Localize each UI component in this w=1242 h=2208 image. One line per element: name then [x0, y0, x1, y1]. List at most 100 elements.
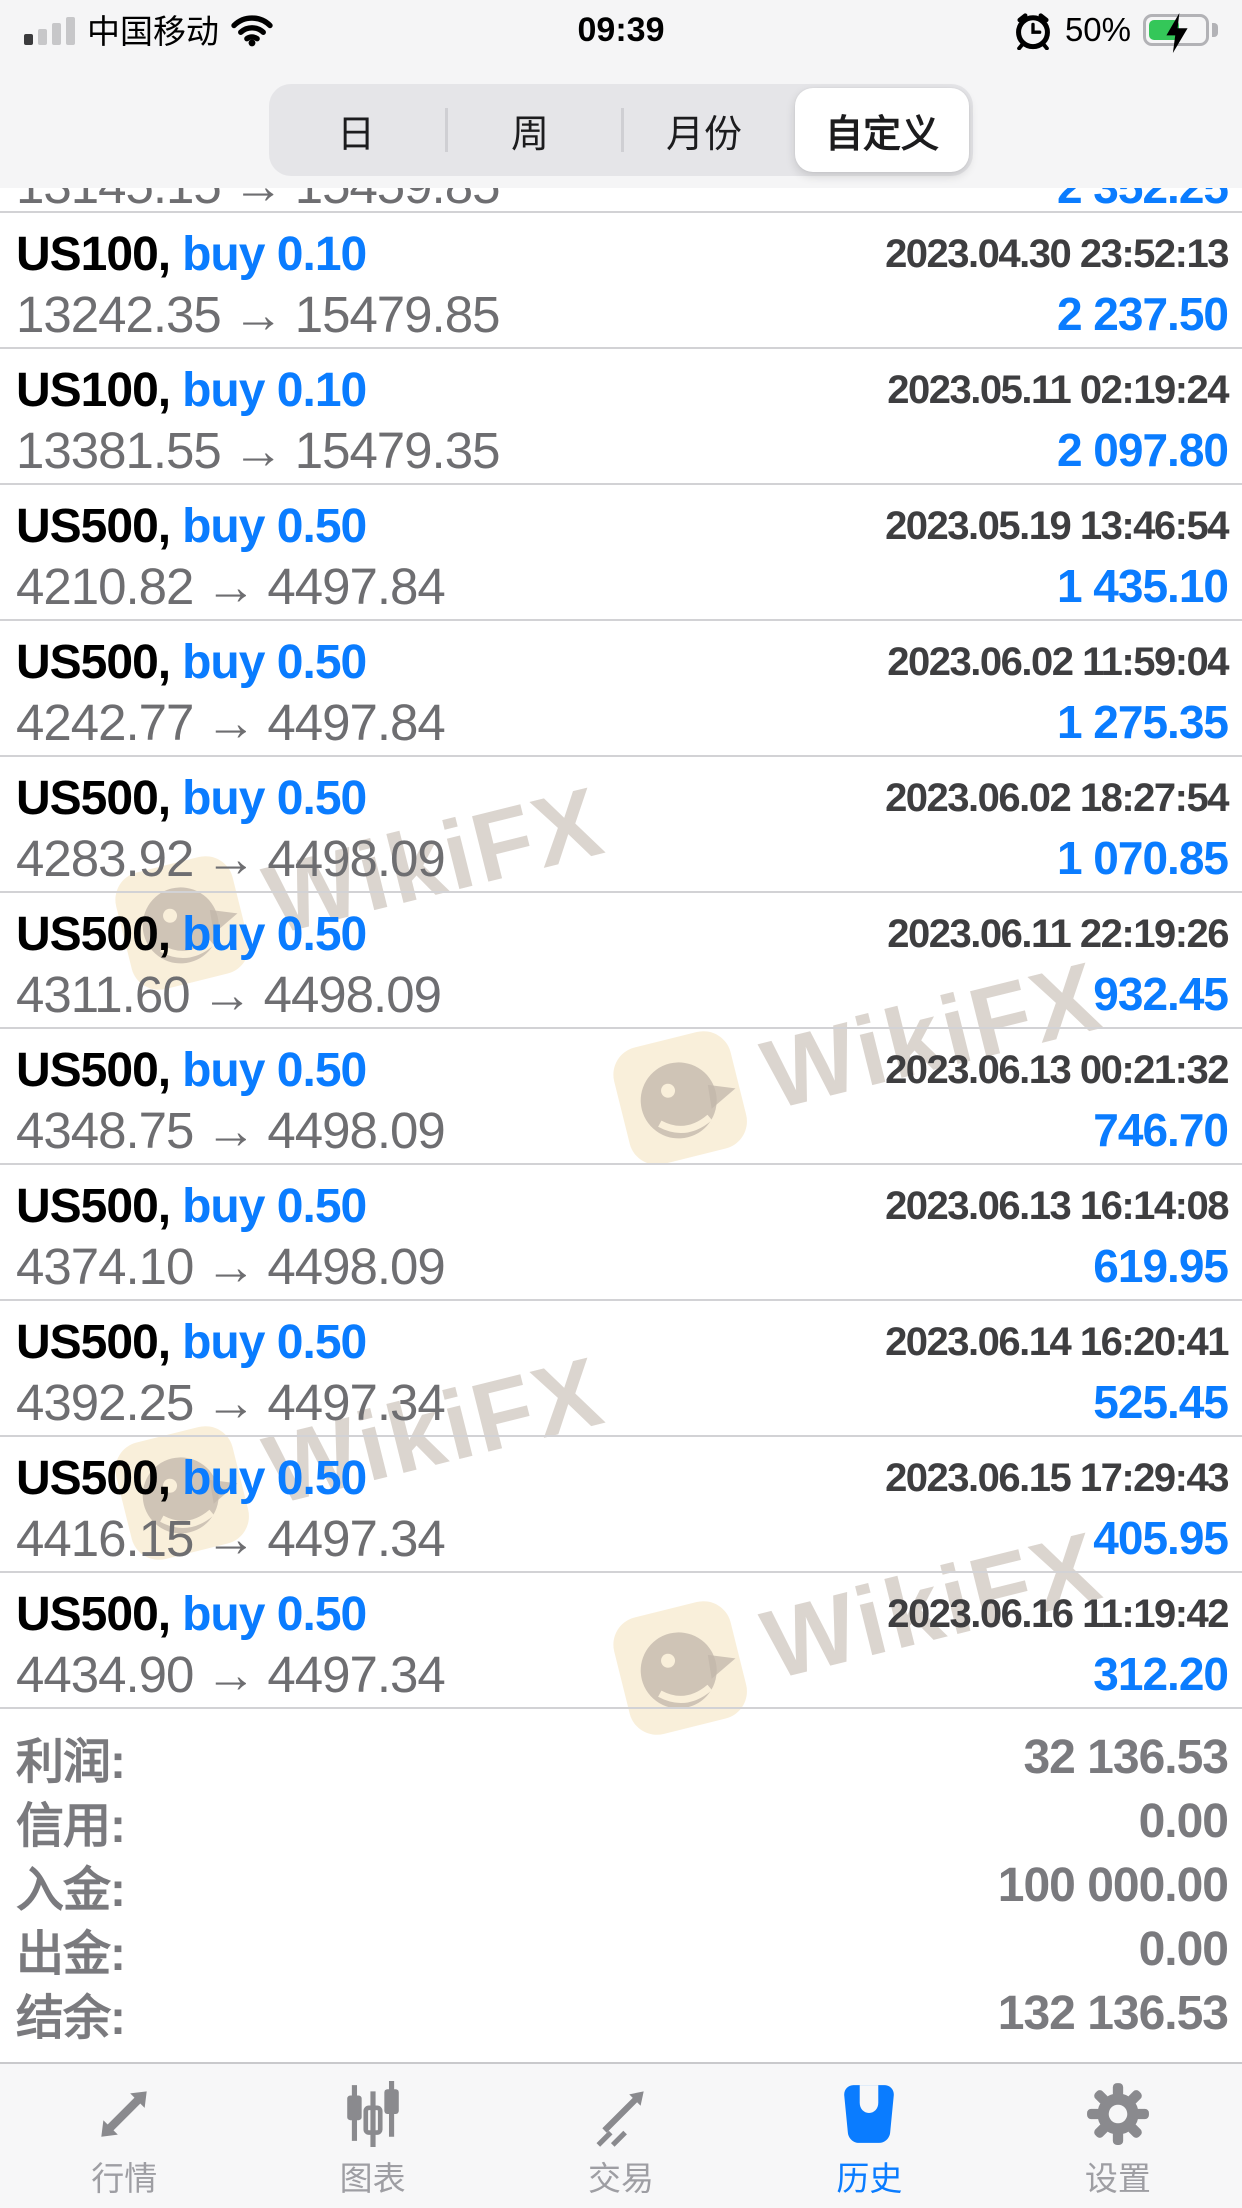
open-close-prices: 4210.82 → 4497.84 — [16, 557, 446, 616]
tab-history[interactable]: 历史 — [745, 2064, 993, 2208]
arrow-right-glyph: → — [205, 1645, 256, 1703]
order-side-label: buy 0.50 — [182, 1179, 367, 1233]
close-price: 4498.09 — [267, 1101, 445, 1159]
arrow-right-glyph: → — [205, 1509, 256, 1567]
symbol-label: US500, — [16, 499, 171, 553]
tab-charts[interactable]: 图表 — [248, 2064, 496, 2208]
close-price: 4498.09 — [263, 965, 442, 1023]
history-row[interactable]: US500, buy 0.50 2023.05.19 13:46:54 4210.82… — [0, 485, 1242, 621]
gear-icon — [1085, 2078, 1151, 2150]
period-option-day[interactable]: 日 — [269, 84, 443, 176]
arrow-right-glyph: → — [205, 829, 256, 887]
open-price: 4348.75 — [16, 1101, 194, 1159]
arrow-right-glyph: → — [205, 1237, 256, 1295]
symbol-label: US100, — [16, 363, 171, 417]
arrow-right-glyph: → — [205, 1373, 256, 1431]
arrow-right-glyph: → — [205, 1101, 256, 1159]
close-datetime-label: 2023.06.11 22:19:26 — [887, 911, 1229, 956]
close-price: 4497.34 — [267, 1509, 445, 1567]
tab-label: 设置 — [1084, 2160, 1151, 2197]
arrow-right-glyph: → — [232, 421, 284, 479]
symbol-label: US500, — [16, 1315, 171, 1369]
open-price: 13242.35 — [16, 285, 222, 343]
battery-nub — [1212, 23, 1218, 37]
profit-value: 312.20 — [1093, 1648, 1229, 1700]
history-row[interactable]: US500, buy 0.50 2023.06.16 11:19:42 4434.90… — [0, 1573, 1242, 1709]
close-datetime-label: 2023.06.13 00:21:32 — [885, 1047, 1229, 1092]
tab-trade[interactable]: 交易 — [497, 2064, 745, 2208]
history-row[interactable]: US100, buy 0.10 2023.05.11 02:19:24 13381.5… — [0, 349, 1242, 485]
history-row[interactable]: US500, buy 0.50 2023.06.13 00:21:32 4348.75… — [0, 1029, 1242, 1165]
period-option-month[interactable]: 月份 — [617, 84, 791, 176]
arrow-right-glyph: → — [232, 285, 284, 343]
summary-value: 0.00 — [1138, 1922, 1229, 1976]
profit-value: 405.95 — [1093, 1512, 1229, 1564]
summary-value: 32 136.53 — [1023, 1730, 1229, 1784]
profit-value: 2 237.50 — [1056, 288, 1229, 340]
order-side-label: buy 0.50 — [182, 1587, 367, 1641]
summary-value: 132 136.53 — [997, 1986, 1229, 2040]
close-datetime-label: 2023.06.16 11:19:42 — [887, 1591, 1229, 1636]
profit-value: 1 435.10 — [1056, 560, 1229, 612]
order-side-label: buy 0.10 — [182, 227, 367, 281]
order-side-label: buy 0.50 — [182, 1451, 367, 1505]
open-price: 13145.15 — [16, 188, 222, 211]
open-close-prices: 4311.60 → 4498.09 — [16, 965, 442, 1024]
arrow-right-glyph: → — [205, 693, 256, 751]
summary-value: 100 000.00 — [997, 1858, 1229, 1912]
symbol-label: US500, — [16, 1043, 171, 1097]
summary-row-profit: 利润: 32 136.53 — [16, 1725, 1229, 1790]
period-option-week[interactable]: 周 — [443, 84, 617, 176]
summary-row-withdrawal: 出金: 0.00 — [16, 1917, 1229, 1982]
summary-label: 信用: — [16, 1800, 126, 1853]
history-row[interactable]: US500, buy 0.50 2023.06.15 17:29:43 4416.15… — [0, 1437, 1242, 1573]
close-price: 4498.09 — [267, 829, 445, 887]
open-price: 4434.90 — [16, 1645, 194, 1703]
symbol-label: US500, — [16, 771, 171, 825]
tab-quotes[interactable]: 行情 — [0, 2064, 248, 2208]
segment-divider — [621, 108, 624, 152]
history-rows-container: US100, buy 0.10 2023.04.30 23:52:13 13242.3… — [0, 213, 1242, 1709]
history-row[interactable]: US500, buy 0.50 2023.06.14 16:20:41 4392.25… — [0, 1301, 1242, 1437]
open-price: 4416.15 — [16, 1509, 194, 1567]
order-side-label: buy 0.10 — [182, 363, 367, 417]
history-row[interactable]: US500, buy 0.50 2023.06.02 18:27:54 4283.92… — [0, 757, 1242, 893]
tab-settings[interactable]: 设置 — [994, 2064, 1242, 2208]
order-side-label: buy 0.50 — [182, 499, 367, 553]
close-datetime-label: 2023.06.14 16:20:41 — [885, 1319, 1229, 1364]
open-close-prices: 4348.75 → 4498.09 — [16, 1101, 446, 1160]
close-datetime-label: 2023.06.02 18:27:54 — [885, 775, 1229, 820]
history-row[interactable]: US500, buy 0.50 2023.06.02 11:59:04 4242.77… — [0, 621, 1242, 757]
open-close-prices: 4434.90 → 4497.34 — [16, 1645, 446, 1704]
symbol-label: US500, — [16, 1179, 171, 1233]
profit-value: 525.45 — [1093, 1376, 1229, 1428]
open-close-prices: 4392.25 → 4497.34 — [16, 1373, 446, 1432]
quotes-arrows-icon — [91, 2078, 157, 2150]
close-datetime-label: 2023.06.02 11:59:04 — [887, 639, 1229, 684]
account-summary: 利润: 32 136.53 信用: 0.00 入金: 100 000.00 出金… — [0, 1709, 1242, 2046]
battery-percent-label: 50% — [1064, 11, 1131, 48]
period-option-custom[interactable]: 自定义 — [795, 88, 969, 172]
close-price: 4497.34 — [267, 1373, 445, 1431]
history-row[interactable]: US500, buy 0.50 2023.06.13 16:14:08 4374.10… — [0, 1165, 1242, 1301]
history-row[interactable]: US100, buy 0.10 2023.04.30 23:52:13 13242.3… — [0, 213, 1242, 349]
symbol-label: US500, — [16, 1451, 171, 1505]
status-time: 09:39 — [577, 10, 665, 49]
open-price: 4242.77 — [16, 693, 194, 751]
history-row-partial[interactable]: 13145.15 → 15459.85 2 352.25 — [0, 188, 1242, 213]
order-side-label: buy 0.50 — [182, 771, 367, 825]
arrow-right-glyph: → — [205, 557, 256, 615]
summary-label: 出金: — [16, 1928, 126, 1981]
summary-label: 入金: — [16, 1864, 126, 1917]
close-price: 15479.35 — [294, 421, 501, 479]
open-price: 4392.25 — [16, 1373, 194, 1431]
battery-icon — [1143, 13, 1209, 53]
open-close-prices: 13145.15 → 15459.85 — [16, 188, 500, 211]
symbol-label: US500, — [16, 635, 171, 689]
summary-row-credit: 信用: 0.00 — [16, 1789, 1229, 1854]
segment-divider — [445, 108, 448, 152]
summary-row-deposit: 入金: 100 000.00 — [16, 1853, 1229, 1918]
history-row[interactable]: US500, buy 0.50 2023.06.11 22:19:26 4311.60… — [0, 893, 1242, 1029]
profit-value: 932.45 — [1093, 968, 1229, 1020]
history-list: WikiFX WikiFX WikiFX WikiFX — [0, 188, 1242, 2045]
